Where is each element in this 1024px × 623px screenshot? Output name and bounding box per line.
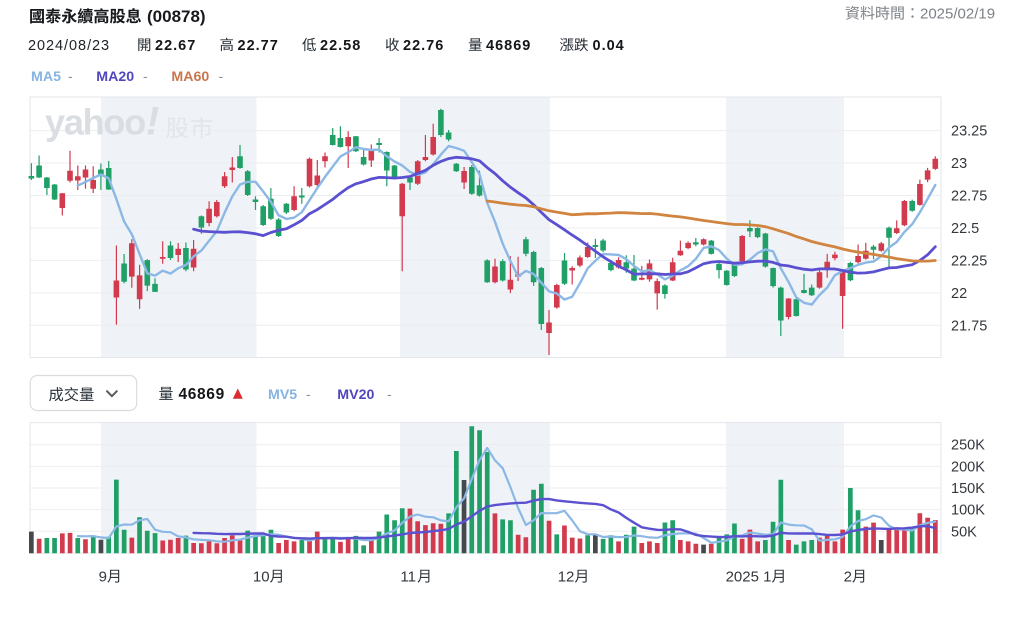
svg-text:MA5: MA5 — [31, 69, 61, 85]
svg-text:22.67: 22.67 — [155, 38, 196, 54]
svg-text:12: 12 — [558, 569, 575, 586]
svg-text:9: 9 — [99, 569, 107, 586]
svg-text:100K: 100K — [951, 503, 985, 519]
svg-text:-: - — [306, 386, 311, 402]
svg-text:11: 11 — [400, 569, 416, 586]
svg-text:-: - — [387, 386, 392, 402]
svg-text:22.77: 22.77 — [238, 38, 279, 54]
svg-text:46869: 46869 — [179, 386, 225, 403]
svg-text:46869: 46869 — [486, 38, 531, 54]
svg-text:22.25: 22.25 — [951, 253, 987, 269]
svg-text:2025 1: 2025 1 — [726, 569, 772, 586]
svg-text:22: 22 — [951, 286, 967, 302]
svg-text:MA60: MA60 — [171, 69, 209, 85]
svg-text:21.75: 21.75 — [951, 318, 987, 334]
svg-text:2025/02/19: 2025/02/19 — [920, 6, 995, 23]
svg-text:MA20: MA20 — [96, 69, 134, 85]
svg-text:23: 23 — [951, 156, 967, 172]
svg-text:MV20: MV20 — [337, 387, 374, 403]
svg-text:10: 10 — [253, 569, 270, 586]
svg-text:!: ! — [146, 100, 159, 144]
svg-text:2: 2 — [844, 569, 852, 586]
svg-text:22.76: 22.76 — [403, 38, 444, 54]
svg-text:-: - — [219, 68, 224, 84]
svg-text:0.04: 0.04 — [593, 38, 625, 54]
svg-text:yahoo: yahoo — [45, 102, 145, 143]
svg-text:23.25: 23.25 — [951, 124, 987, 140]
svg-text:22.75: 22.75 — [951, 189, 987, 205]
svg-text:22.5: 22.5 — [951, 221, 979, 237]
svg-text:MV5: MV5 — [268, 387, 297, 403]
svg-text:(00878): (00878) — [147, 7, 206, 26]
svg-text:22.58: 22.58 — [320, 38, 361, 54]
svg-text:2024/08/23: 2024/08/23 — [28, 38, 110, 54]
svg-text:-: - — [143, 68, 148, 84]
svg-text:250K: 250K — [951, 438, 985, 454]
svg-text:-: - — [68, 68, 73, 84]
svg-text:150K: 150K — [951, 481, 985, 497]
svg-text:50K: 50K — [951, 524, 977, 540]
svg-text:200K: 200K — [951, 459, 985, 475]
